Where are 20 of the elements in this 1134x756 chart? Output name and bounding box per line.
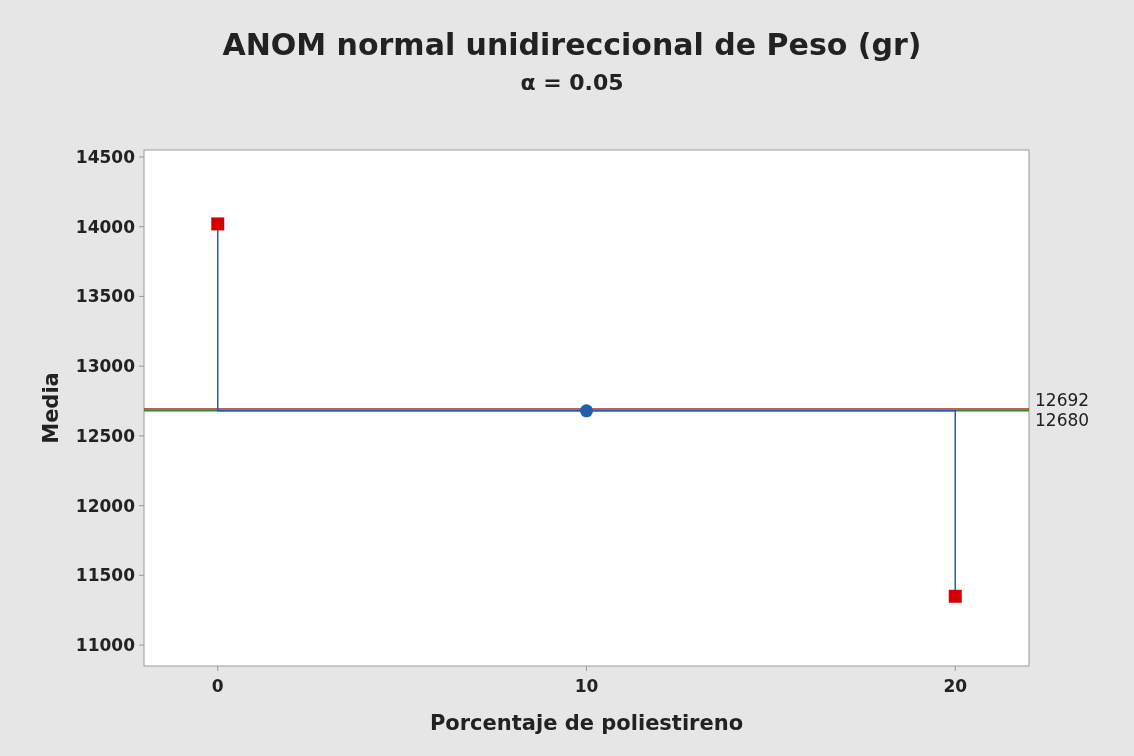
y-tick-label: 11000: [75, 635, 136, 656]
y-tick-label: 14000: [75, 216, 136, 237]
x-tick-label: 10: [574, 676, 599, 696]
ref-line-label: 12692: [1035, 390, 1090, 411]
x-tick-label: 0: [211, 676, 224, 696]
y-tick-label: 12000: [75, 495, 136, 516]
point: [211, 217, 225, 231]
point: [948, 589, 962, 603]
y-tick-label: 13000: [75, 356, 136, 377]
ref-line-label: 12680: [1035, 409, 1090, 430]
y-tick-label: 14500: [75, 146, 136, 167]
y-tick-label: 13500: [75, 286, 136, 307]
chart-subtitle: α = 0.05: [520, 70, 624, 95]
x-tick-label: 20: [943, 676, 968, 696]
chart-title: ANOM normal unidireccional de Peso (gr): [222, 27, 922, 62]
point: [580, 404, 593, 418]
y-axis-title: Media: [39, 372, 63, 444]
x-axis-title: Porcentaje de poliestireno: [429, 711, 744, 735]
y-tick-label: 11500: [75, 565, 136, 586]
y-tick-label: 12500: [75, 425, 136, 446]
